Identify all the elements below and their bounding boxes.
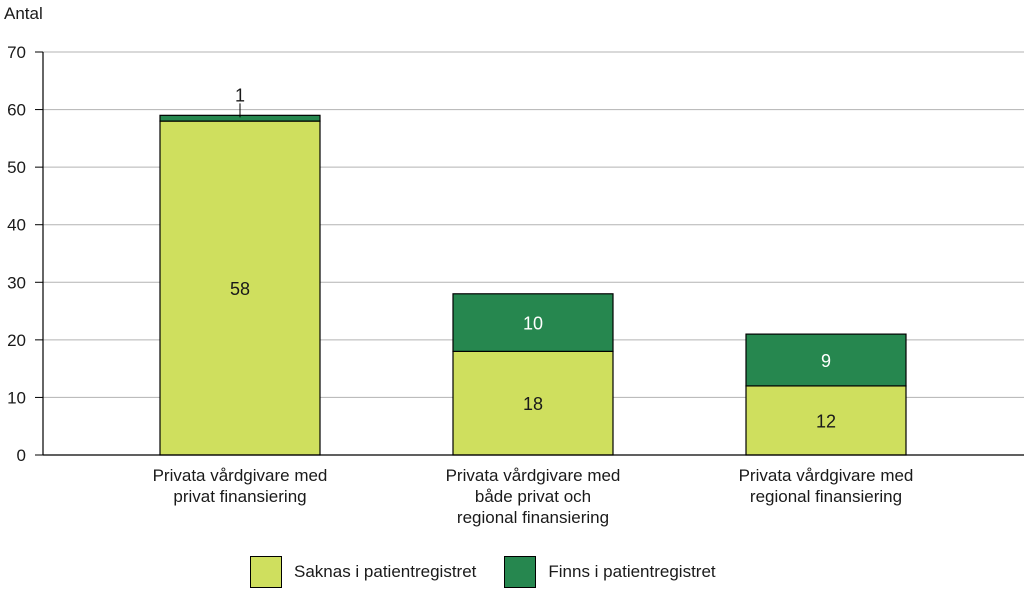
data-label: 9 — [821, 351, 831, 371]
y-tick-label: 50 — [7, 158, 26, 177]
y-tick-label: 40 — [7, 216, 26, 235]
legend-item-saknas: Saknas i patientregistret — [250, 556, 476, 588]
data-label: 1 — [235, 85, 245, 105]
x-category-label-line: Privata vårdgivare med — [152, 466, 328, 485]
data-label: 12 — [816, 411, 836, 431]
y-tick-label: 0 — [17, 446, 26, 465]
bar-segment — [159, 120, 321, 456]
y-tick-label: 60 — [7, 101, 26, 120]
bar-segment — [452, 293, 614, 352]
x-category-label: Privata vårdgivare med både privat och reg… — [403, 465, 663, 528]
legend: Saknas i patientregistret Finns i patien… — [250, 556, 744, 588]
x-category-label-line: både privat och — [474, 487, 592, 506]
bar-segment — [745, 333, 907, 387]
legend-item-finns: Finns i patientregistret — [504, 556, 716, 588]
bar-segment — [452, 350, 614, 456]
y-tick-label: 20 — [7, 331, 26, 350]
y-tick-label: 10 — [7, 388, 26, 407]
stacked-bar-chart: 0 10 20 30 40 50 60 70 58 1 18 10 12 9 — [7, 43, 1024, 465]
legend-swatch-finns — [504, 556, 537, 588]
x-category-label-line: regional finansiering — [749, 487, 903, 506]
y-axis-title: Antal — [4, 4, 43, 23]
x-category-label-line: privat finansiering — [173, 487, 307, 506]
x-category-label-line: Privata vårdgivare med — [738, 466, 914, 485]
data-label: 18 — [523, 394, 543, 414]
x-category-label: Privata vårdgivare med regional finansier… — [696, 465, 956, 507]
legend-label-finns: Finns i patientregistret — [548, 562, 716, 581]
x-category-label-line: regional finansiering — [456, 508, 610, 527]
legend-swatch-saknas — [250, 556, 282, 588]
y-tick-label: 30 — [7, 273, 26, 292]
legend-label-saknas: Saknas i patientregistret — [294, 562, 477, 581]
data-label: 58 — [230, 279, 250, 299]
data-label: 10 — [523, 314, 543, 334]
x-category-label-line: Privata vårdgivare med — [445, 466, 621, 485]
y-tick-label: 70 — [7, 43, 26, 62]
x-category-label: Privata vårdgivare med privat finansierin… — [110, 465, 370, 507]
